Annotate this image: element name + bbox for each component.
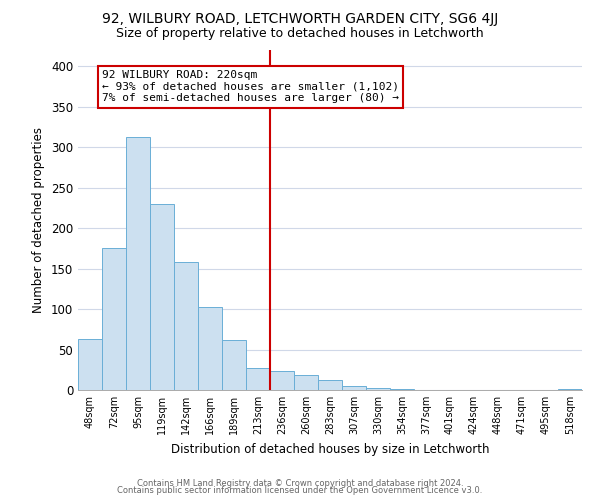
Text: Contains HM Land Registry data © Crown copyright and database right 2024.: Contains HM Land Registry data © Crown c… xyxy=(137,478,463,488)
Bar xyxy=(246,368,270,390)
Bar xyxy=(198,306,222,390)
X-axis label: Distribution of detached houses by size in Letchworth: Distribution of detached houses by size … xyxy=(171,442,489,456)
Bar xyxy=(294,376,318,390)
Bar xyxy=(222,340,246,390)
Bar xyxy=(78,339,102,390)
Bar xyxy=(342,386,366,390)
Text: 92, WILBURY ROAD, LETCHWORTH GARDEN CITY, SG6 4JJ: 92, WILBURY ROAD, LETCHWORTH GARDEN CITY… xyxy=(102,12,498,26)
Bar xyxy=(174,262,198,390)
Bar xyxy=(102,248,126,390)
Bar xyxy=(366,388,390,390)
Text: Size of property relative to detached houses in Letchworth: Size of property relative to detached ho… xyxy=(116,28,484,40)
Bar xyxy=(270,370,294,390)
Y-axis label: Number of detached properties: Number of detached properties xyxy=(32,127,46,313)
Text: 92 WILBURY ROAD: 220sqm
← 93% of detached houses are smaller (1,102)
7% of semi-: 92 WILBURY ROAD: 220sqm ← 93% of detache… xyxy=(102,70,399,103)
Bar xyxy=(558,389,582,390)
Bar xyxy=(150,204,174,390)
Bar xyxy=(390,389,414,390)
Text: Contains public sector information licensed under the Open Government Licence v3: Contains public sector information licen… xyxy=(118,486,482,495)
Bar xyxy=(318,380,342,390)
Bar xyxy=(126,136,150,390)
